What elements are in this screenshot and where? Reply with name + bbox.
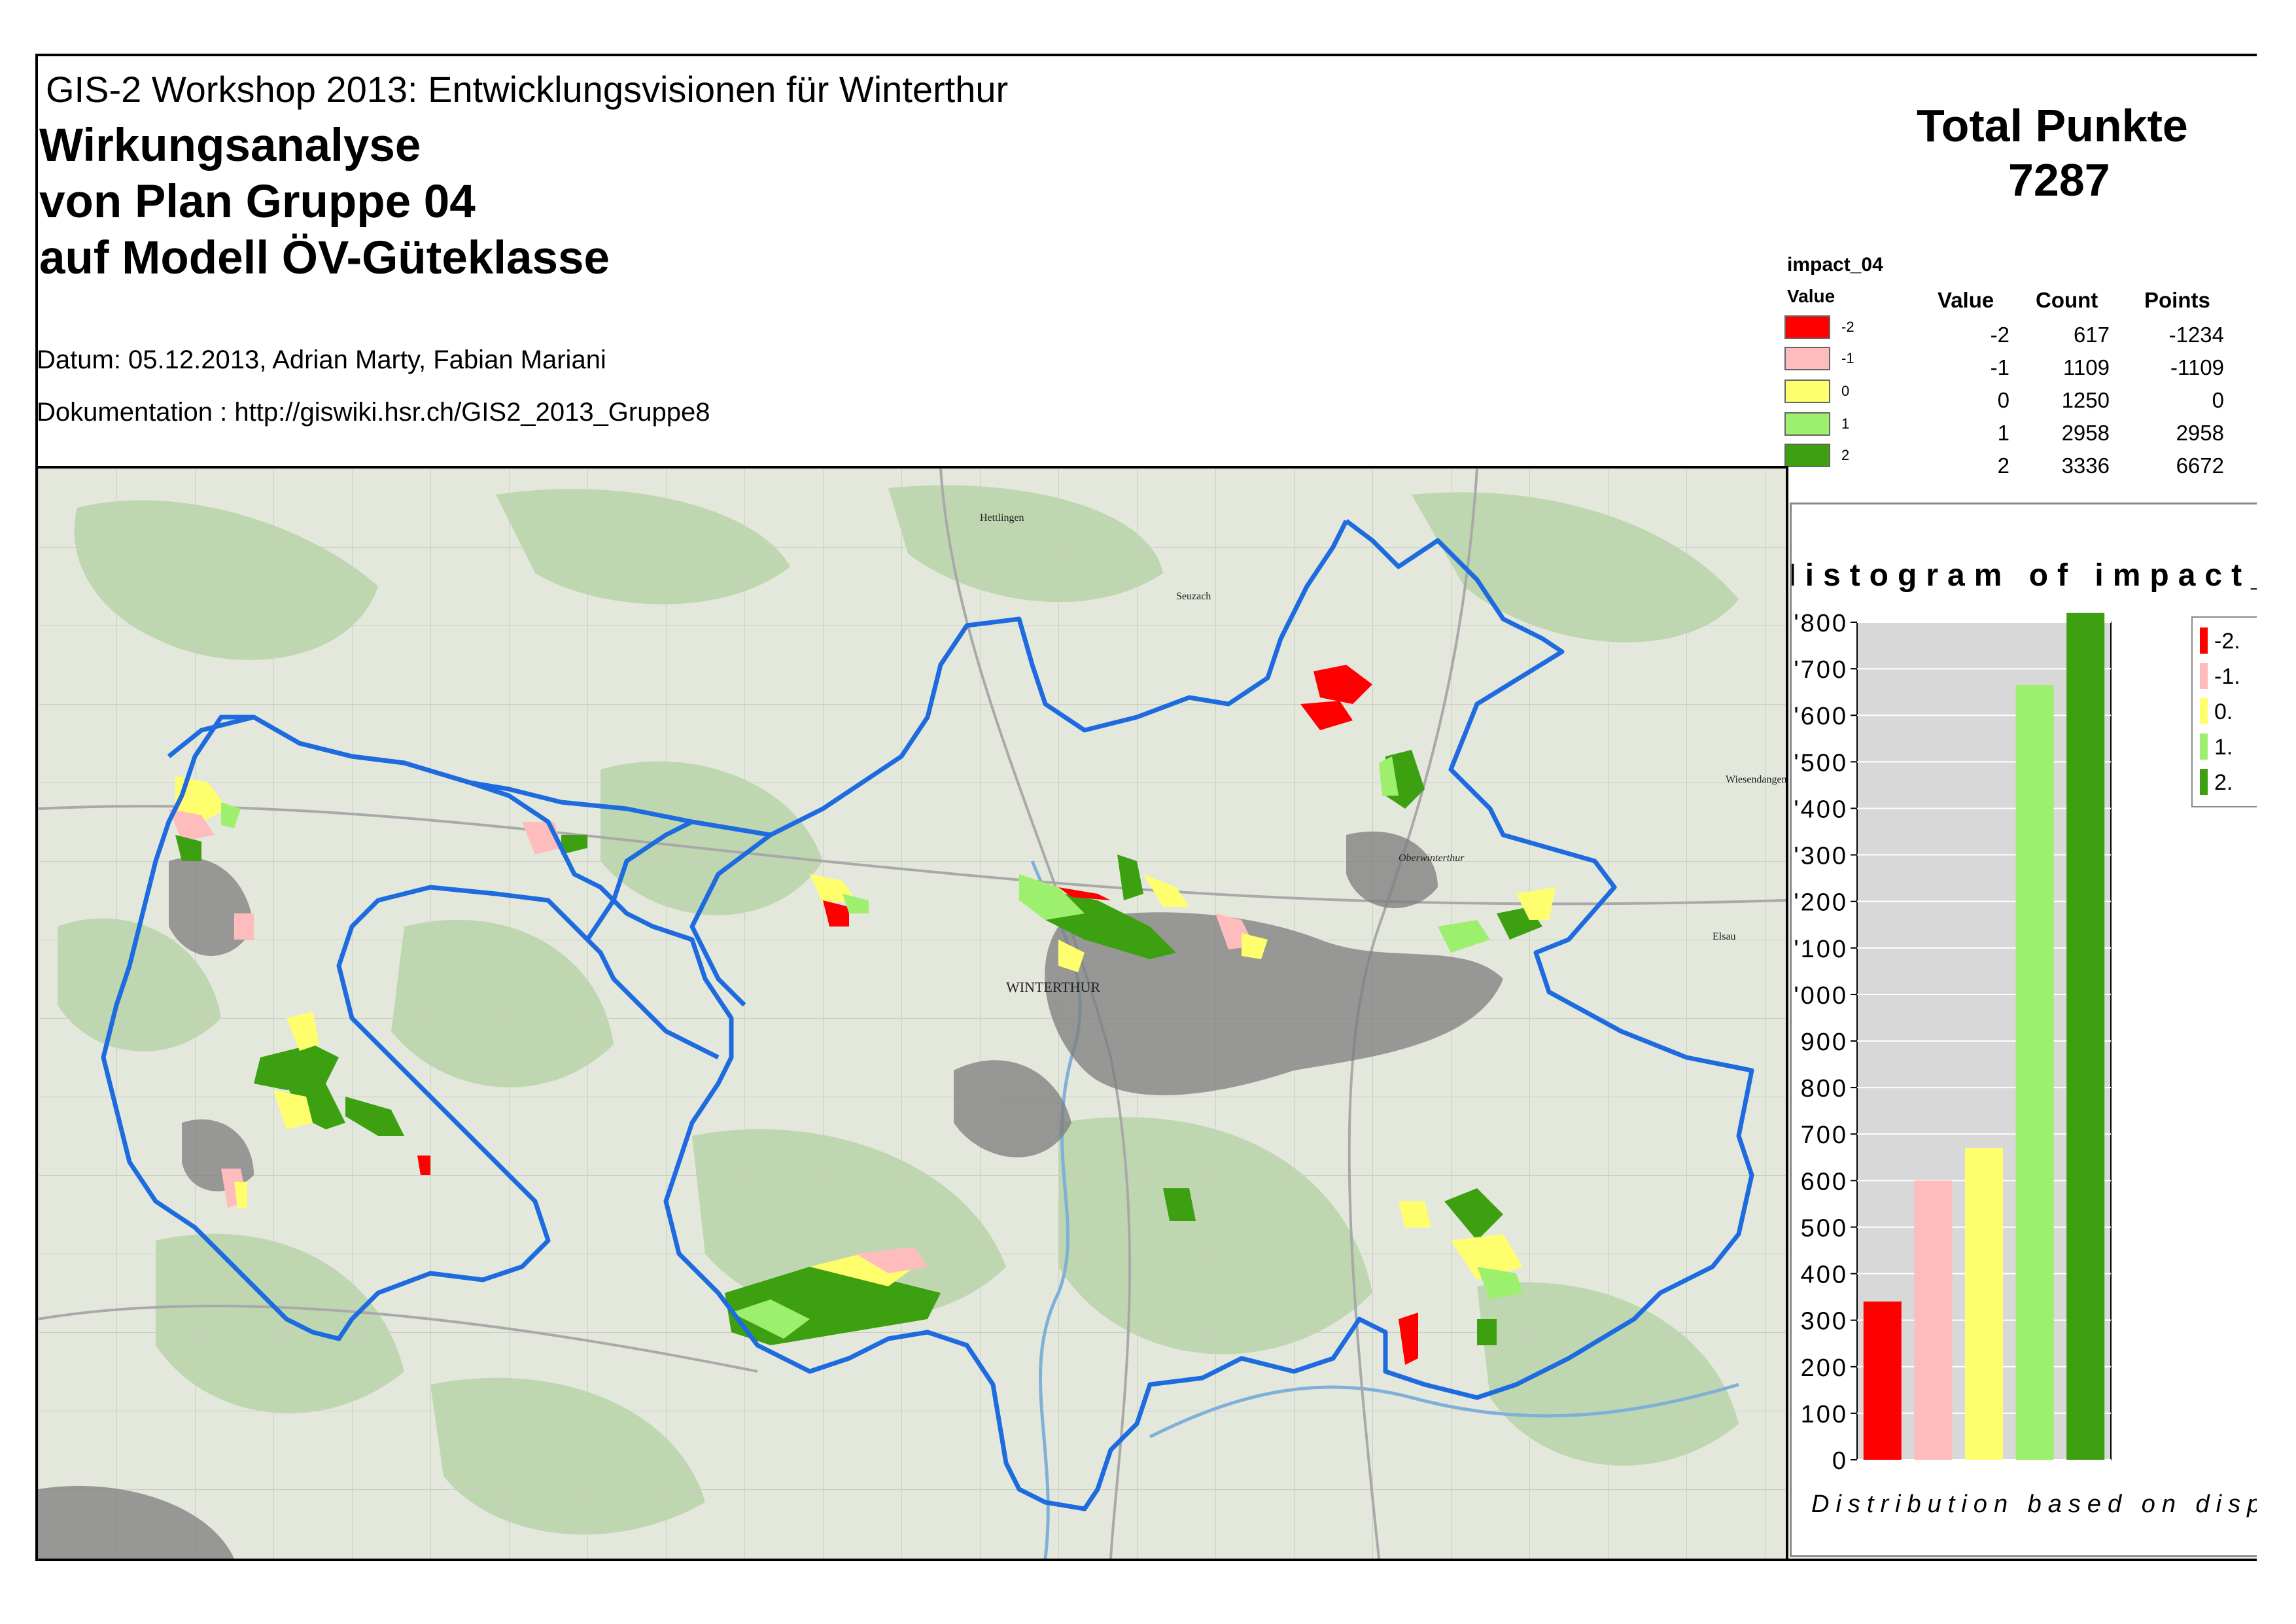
histogram-legend-label: -1. bbox=[2214, 664, 2240, 689]
workshop-title: GIS-2 Workshop 2013: Entwicklungsvisione… bbox=[46, 69, 1009, 110]
histogram-tick-label: 1'600 bbox=[1792, 703, 1848, 730]
histogram-tick-label: 1'200 bbox=[1792, 889, 1848, 917]
histogram-legend-label: 1. bbox=[2214, 735, 2233, 760]
legend-title: impact_04 bbox=[1787, 254, 1883, 275]
histogram-tick-label: 1'300 bbox=[1792, 843, 1848, 870]
histogram-tick-label: 1'100 bbox=[1792, 936, 1848, 963]
histogram-tick-label: 800 bbox=[1801, 1075, 1848, 1103]
histogram-tick-label: 100 bbox=[1801, 1401, 1848, 1428]
histogram-tick-label: 1'500 bbox=[1792, 749, 1848, 777]
table-cell-points: -1234 bbox=[2168, 323, 2224, 347]
legend-value-heading: Value bbox=[1787, 286, 1835, 306]
histogram-bar--2 bbox=[1863, 1301, 1902, 1460]
table-cell-points: -1109 bbox=[2170, 355, 2224, 380]
study-area-boundary-inner bbox=[585, 819, 773, 1007]
place-label-seuzach: Seuzach bbox=[1176, 591, 1211, 602]
histogram-legend-swatch bbox=[2200, 698, 2208, 724]
map-canvas[interactable]: WINTERTHUR Seuzach Hettlingen Oberwinter… bbox=[38, 468, 1786, 1559]
histogram-legend-label: 0. bbox=[2214, 699, 2233, 724]
histogram-legend: -2. -1. 0. 1. 2. bbox=[2191, 616, 2265, 807]
histogram-tick-label: 600 bbox=[1801, 1168, 1848, 1195]
histogram-xlabel: Distribution based on display resolu bbox=[1811, 1491, 2267, 1518]
histogram-legend-label: 2. bbox=[2214, 770, 2233, 795]
histogram-tick-label: 700 bbox=[1801, 1121, 1848, 1149]
histogram-tick-label: 200 bbox=[1801, 1354, 1848, 1382]
histogram-legend-swatch bbox=[2200, 769, 2208, 795]
histogram-tick-label: 400 bbox=[1801, 1262, 1848, 1289]
histogram-legend-label: -2. bbox=[2214, 629, 2240, 654]
histogram-tick-label: 1'400 bbox=[1792, 796, 1848, 823]
legend-swatch-2 bbox=[1784, 444, 1830, 467]
place-label-elsau: Elsau bbox=[1713, 931, 1736, 942]
table-cell-value: -2 bbox=[1990, 323, 2009, 347]
sheet-right-margin bbox=[2257, 54, 2296, 1561]
table-cell-points: 0 bbox=[2212, 388, 2224, 412]
place-label-winterthur: WINTERTHUR bbox=[1006, 979, 1100, 995]
place-label-oberwinterthur: Oberwinterthur bbox=[1399, 853, 1465, 864]
histogram-tick-label: 1'000 bbox=[1792, 982, 1848, 1010]
histogram-tick-label: 500 bbox=[1801, 1214, 1848, 1242]
legend-label-1: 1 bbox=[1841, 415, 1850, 432]
histogram-tick-label: 0 bbox=[1832, 1447, 1848, 1475]
histogram-chart: Histogram of impact_04: Fie Distribution… bbox=[1792, 558, 2267, 1518]
urban-area bbox=[38, 831, 1503, 1559]
map-grid bbox=[38, 468, 1786, 1559]
legend-swatch-minus2 bbox=[1784, 315, 1830, 339]
legend-swatch-minus1 bbox=[1784, 347, 1830, 370]
table-cell-count: 3336 bbox=[2061, 453, 2110, 478]
study-area-boundary bbox=[101, 519, 1754, 1511]
table-header-value: Value bbox=[1938, 288, 1994, 312]
impact-patches bbox=[169, 665, 1556, 1365]
histogram-bars bbox=[1863, 612, 2105, 1460]
table-cell-count: 2958 bbox=[2061, 421, 2110, 445]
histogram-tick-label: 900 bbox=[1801, 1029, 1848, 1056]
histogram-bar-2 bbox=[2066, 612, 2105, 1460]
histogram-tick-label: 1'800 bbox=[1792, 610, 1848, 637]
main-title-line-2: von Plan Gruppe 04 bbox=[39, 176, 476, 228]
legend-label-2: 2 bbox=[1841, 447, 1850, 463]
main-title-line-1: Wirkungsanalyse bbox=[39, 120, 421, 171]
table-cell-value: 2 bbox=[1997, 453, 2009, 478]
total-points-value: 7287 bbox=[2008, 154, 2110, 205]
study-area-boundary-north bbox=[167, 520, 1349, 838]
histogram-bar--1 bbox=[1914, 1180, 1953, 1460]
total-points-label: Total Punkte bbox=[1917, 100, 2188, 151]
histogram-title: Histogram of impact_04: Fie bbox=[1792, 558, 2267, 593]
legend-swatch-0 bbox=[1784, 380, 1830, 403]
table-cell-value: 1 bbox=[1997, 421, 2009, 445]
histogram-tick-label: 300 bbox=[1801, 1308, 1848, 1335]
place-label-wiesendangen: Wiesendangen bbox=[1726, 774, 1786, 785]
table-cell-points: 2958 bbox=[2176, 421, 2224, 445]
legend-label-0: 0 bbox=[1841, 383, 1850, 399]
table-cell-count: 1250 bbox=[2061, 388, 2110, 412]
histogram-panel: Histogram of impact_04: Fie Distribution… bbox=[1790, 503, 2267, 1557]
documentation-link[interactable]: Dokumentation : http://giswiki.hsr.ch/GI… bbox=[37, 398, 710, 427]
histogram-bar-0 bbox=[1965, 1148, 2003, 1460]
legend-swatch-1 bbox=[1784, 412, 1830, 436]
table-cell-points: 6672 bbox=[2176, 453, 2224, 478]
map-view[interactable]: WINTERTHUR Seuzach Hettlingen Oberwinter… bbox=[35, 466, 1788, 1561]
table-header-points: Points bbox=[2144, 288, 2210, 312]
date-authors: Datum: 05.12.2013, Adrian Marty, Fabian … bbox=[37, 345, 606, 374]
place-labels: WINTERTHUR Seuzach Hettlingen Oberwinter… bbox=[980, 512, 1786, 995]
histogram-y-ticks: 0 100 200 300 400 500 600 700 800 900 1'000 1'100 1'… bbox=[1792, 610, 1857, 1475]
histogram-bar-1 bbox=[2015, 685, 2054, 1460]
table-cell-value: 0 bbox=[1997, 388, 2009, 412]
legend-label-minus2: -2 bbox=[1841, 319, 1854, 335]
table-header-count: Count bbox=[2036, 288, 2098, 312]
histogram-legend-swatch bbox=[2200, 733, 2208, 760]
table-cell-count: 1109 bbox=[2063, 355, 2110, 380]
legend-label-minus1: -1 bbox=[1841, 350, 1854, 366]
place-label-hettlingen: Hettlingen bbox=[980, 512, 1024, 523]
histogram-tick-label: 1'700 bbox=[1792, 656, 1848, 684]
histogram-legend-swatch bbox=[2200, 663, 2208, 689]
table-cell-value: -1 bbox=[1990, 355, 2009, 380]
main-title-line-3: auf Modell ÖV-Güteklasse bbox=[39, 232, 610, 284]
table-cell-count: 617 bbox=[2073, 323, 2110, 347]
histogram-legend-swatch bbox=[2200, 627, 2208, 654]
